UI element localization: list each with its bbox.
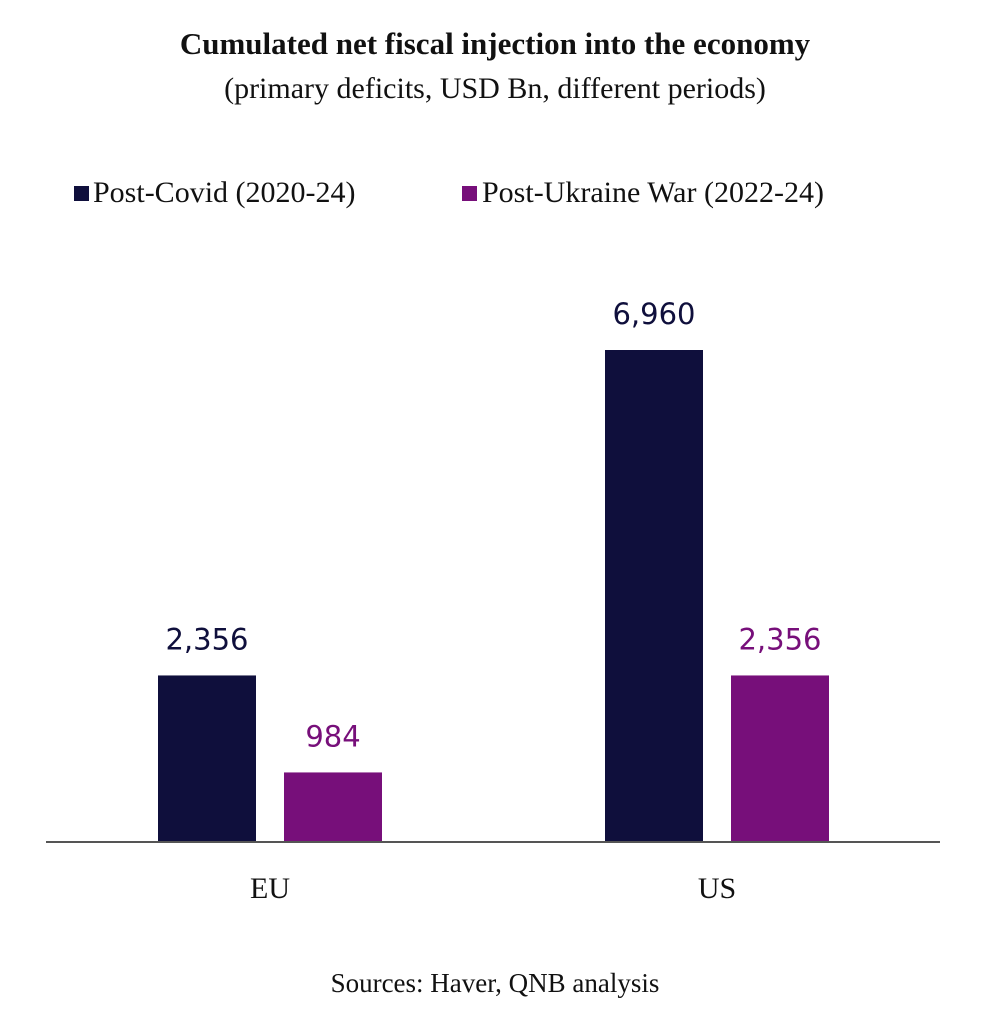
x-tick-label-eu: EU xyxy=(250,872,290,905)
legend-label-post-ukraine: Post-Ukraine War (2022-24) xyxy=(482,176,824,209)
legend: Post-Covid (2020-24) Post-Ukraine War (2… xyxy=(74,176,824,209)
value-labels-group: 2,356 984 6,960 2,356 xyxy=(165,297,821,753)
data-label-us-post-ukraine-war-2022-24: 2,356 xyxy=(738,622,821,656)
data-label-us-post-covid-2020-24: 6,960 xyxy=(612,297,695,331)
x-tick-label-us: US xyxy=(698,872,736,905)
chart-title: Cumulated net fiscal injection into the … xyxy=(180,26,811,61)
source-note: Sources: Haver, QNB analysis xyxy=(331,968,660,998)
data-label-eu-post-covid-2020-24: 2,356 xyxy=(165,622,248,656)
bars-group xyxy=(158,350,829,842)
legend-label-post-covid: Post-Covid (2020-24) xyxy=(93,176,356,209)
bar-eu-post-ukraine-war-2022-24 xyxy=(284,772,382,842)
data-label-eu-post-ukraine-war-2022-24: 984 xyxy=(305,719,360,753)
legend-swatch-post-covid xyxy=(74,186,89,201)
bar-us-post-ukraine-war-2022-24 xyxy=(731,675,829,842)
chart-subtitle: (primary deficits, USD Bn, different per… xyxy=(224,72,766,105)
legend-swatch-post-ukraine xyxy=(462,186,477,201)
bar-us-post-covid-2020-24 xyxy=(605,350,703,842)
bar-eu-post-covid-2020-24 xyxy=(158,675,256,842)
